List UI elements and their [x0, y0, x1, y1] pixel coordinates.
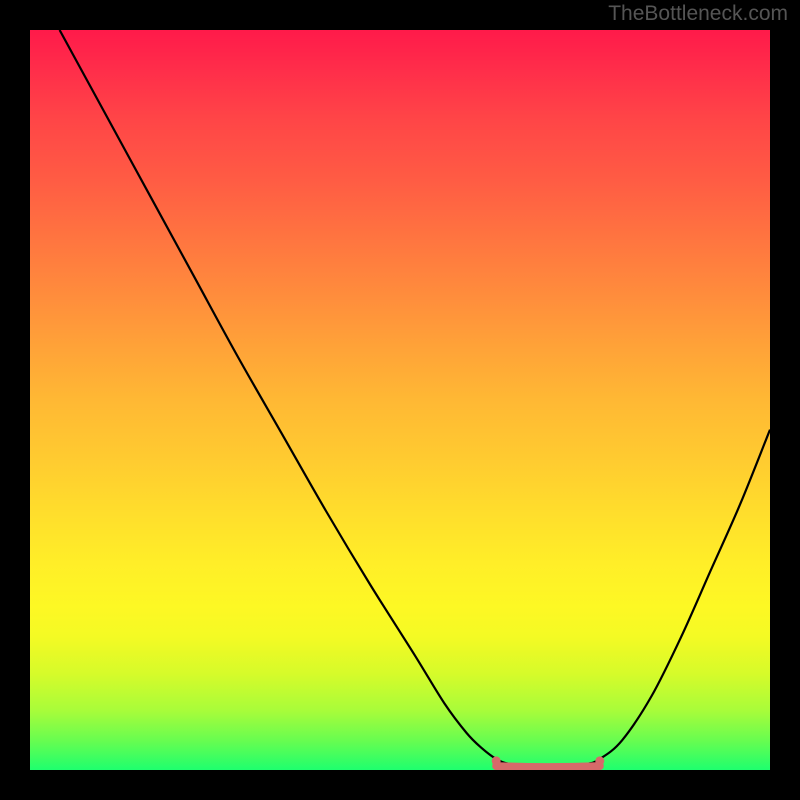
minimum-endpoint-left [492, 756, 501, 765]
watermark-text: TheBottleneck.com [608, 2, 788, 26]
minimum-highlight-segment [496, 766, 600, 767]
bottleneck-curve [60, 30, 770, 766]
chart-plot-area [30, 30, 770, 770]
curve-svg [30, 30, 770, 770]
minimum-endpoint-right [595, 756, 604, 765]
